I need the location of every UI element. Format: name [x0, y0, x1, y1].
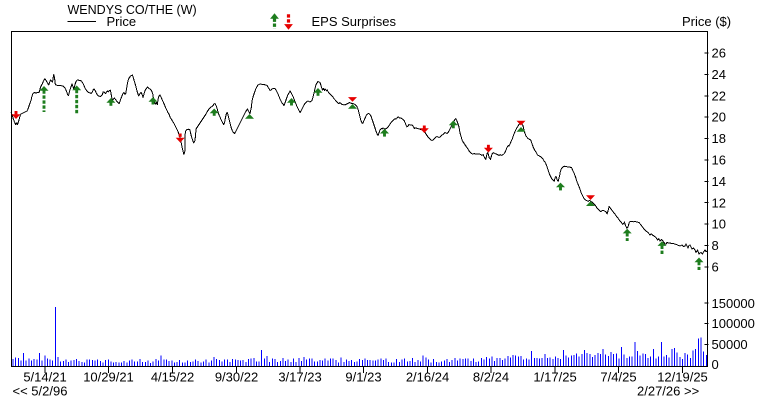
svg-text:14: 14 — [712, 174, 726, 189]
svg-text:1/17/25: 1/17/25 — [533, 370, 576, 385]
svg-text:Price: Price — [107, 14, 137, 29]
svg-text:10: 10 — [712, 217, 726, 232]
svg-text:12: 12 — [712, 195, 726, 210]
svg-text:7/4/25: 7/4/25 — [600, 370, 636, 385]
svg-text:<< 5/2/96: << 5/2/96 — [13, 384, 68, 399]
svg-text:9/30/22: 9/30/22 — [215, 370, 258, 385]
svg-text:Price ($): Price ($) — [682, 14, 731, 29]
svg-text:2/27/26 >>: 2/27/26 >> — [637, 384, 699, 399]
svg-text:8: 8 — [712, 238, 719, 253]
svg-text:6: 6 — [712, 259, 719, 274]
svg-text:5/14/21: 5/14/21 — [23, 370, 66, 385]
svg-text:EPS Surprises: EPS Surprises — [312, 14, 397, 29]
svg-text:3/17/23: 3/17/23 — [278, 370, 321, 385]
svg-text:24: 24 — [712, 67, 726, 82]
svg-text:20: 20 — [712, 110, 726, 125]
svg-text:9/1/23: 9/1/23 — [345, 370, 381, 385]
svg-text:4/15/22: 4/15/22 — [151, 370, 194, 385]
svg-text:2/16/24: 2/16/24 — [406, 370, 449, 385]
svg-text:12/19/25: 12/19/25 — [657, 370, 708, 385]
svg-text:0: 0 — [712, 357, 719, 372]
svg-text:18: 18 — [712, 131, 726, 146]
svg-text:22: 22 — [712, 88, 726, 103]
svg-text:50000: 50000 — [712, 337, 748, 352]
svg-text:16: 16 — [712, 153, 726, 168]
svg-text:100000: 100000 — [712, 316, 755, 331]
svg-text:10/29/21: 10/29/21 — [83, 370, 134, 385]
svg-text:150000: 150000 — [712, 296, 755, 311]
svg-text:8/2/24: 8/2/24 — [473, 370, 509, 385]
svg-text:WENDYS CO/THE (W): WENDYS CO/THE (W) — [68, 3, 197, 17]
svg-text:26: 26 — [712, 46, 726, 61]
